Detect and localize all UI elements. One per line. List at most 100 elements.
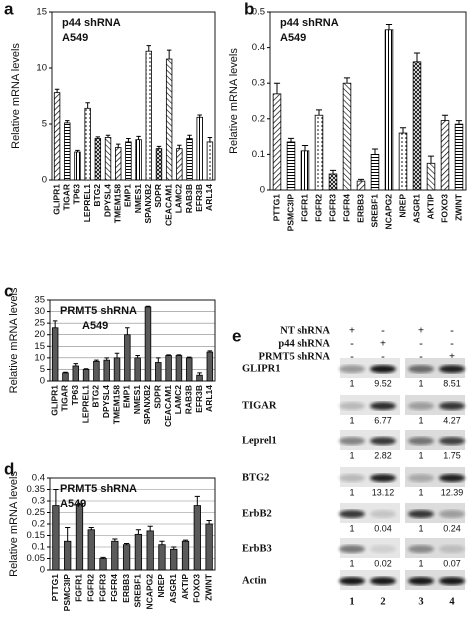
error-bar — [399, 127, 407, 134]
error-bar — [136, 135, 141, 140]
error-bar — [115, 143, 121, 148]
x-tick-label: EMP1 — [122, 385, 132, 408]
plot-frame — [269, 11, 467, 191]
blot-strip — [405, 570, 465, 590]
bar — [193, 505, 201, 571]
quant-value: 6.77 — [374, 415, 392, 425]
y-tick-label: 0 — [40, 565, 45, 576]
x-tick-label: CEACAM1 — [163, 184, 173, 226]
bar — [300, 150, 310, 191]
x-tick-label: AKTIP — [425, 194, 435, 220]
blot-band — [408, 474, 434, 482]
x-tick-label: DPYSL4 — [102, 184, 112, 217]
x-tick-label: FGFR4 — [109, 574, 119, 602]
blot-band — [339, 545, 365, 553]
bar — [384, 29, 394, 191]
y-axis-label: Relative mRNA levels — [10, 43, 22, 149]
bar — [158, 544, 166, 571]
bar — [186, 138, 193, 181]
y-tick-label: 0.1 — [32, 542, 45, 553]
lane-number: 4 — [449, 596, 455, 607]
annotation: A549 — [60, 498, 86, 510]
bar — [185, 357, 193, 382]
error-bar — [54, 88, 60, 93]
blot-band — [370, 437, 396, 445]
bar — [94, 138, 102, 181]
bar — [134, 533, 143, 571]
annotation: A549 — [82, 320, 108, 332]
y-tick-label: 0.2 — [252, 113, 265, 124]
error-bar — [156, 357, 161, 363]
y-tick-label: 0.35 — [27, 484, 46, 495]
error-bar — [197, 372, 202, 376]
y-tick-label: 10 — [34, 352, 45, 363]
x-tick-label: ZWINT — [453, 193, 463, 221]
error-bar — [76, 502, 83, 505]
error-bar — [114, 352, 120, 358]
bar — [135, 139, 142, 181]
bar — [104, 137, 112, 181]
quant-value: 0.07 — [443, 558, 461, 568]
error-bar — [52, 320, 58, 328]
panel-label: a — [4, 0, 14, 18]
blot-strip — [340, 358, 400, 378]
quant-value: 0.02 — [374, 558, 392, 568]
x-tick-label: EMP1 — [123, 184, 133, 207]
condition-sign: + — [418, 325, 424, 336]
condition-sign: - — [419, 338, 423, 349]
x-tick-label: TP63 — [70, 385, 80, 406]
quant-value: 1 — [349, 378, 354, 388]
y-tick-label: 0.3 — [252, 78, 265, 89]
x-tick-label: NMES1 — [133, 184, 143, 214]
bar — [103, 359, 110, 382]
blot-band — [339, 510, 365, 518]
x-tick-label: LAMC2 — [173, 385, 183, 415]
condition-sign: + — [449, 351, 455, 362]
x-tick-label: ZWINT — [203, 573, 213, 601]
annotation: p44 shRNA — [62, 17, 121, 29]
bar — [426, 162, 436, 191]
error-bar — [146, 45, 152, 52]
bar — [155, 148, 163, 181]
error-bar — [177, 144, 182, 149]
condition-sign: + — [349, 325, 355, 336]
quant-value: 12.39 — [441, 487, 464, 497]
error-bar — [186, 356, 192, 358]
x-tick-label: ASGR1 — [168, 574, 178, 604]
blot-band — [439, 474, 465, 482]
x-tick-label: FGFR2 — [86, 574, 96, 602]
x-tick-label: LEPREL1 — [80, 385, 90, 424]
blot-strip — [405, 467, 465, 487]
x-tick-label: FGFR3 — [97, 574, 107, 602]
bar — [53, 92, 61, 181]
bar — [196, 374, 203, 382]
blot-strip — [340, 467, 400, 487]
error-bar — [301, 145, 309, 151]
y-tick-label: 0.4 — [32, 473, 45, 484]
quant-value: 1.75 — [443, 450, 461, 460]
quant-value: 1 — [418, 450, 423, 460]
row-label: ErbB2 — [242, 508, 272, 519]
error-bar — [75, 149, 80, 152]
y-tick-label: 30 — [34, 306, 45, 317]
error-bar — [65, 526, 71, 542]
quant-value: 1 — [418, 378, 423, 388]
error-bar — [287, 137, 295, 142]
blot-band — [408, 577, 434, 585]
error-bar — [145, 305, 151, 307]
error-bar — [53, 489, 59, 506]
error-bar — [73, 363, 79, 366]
bar — [64, 122, 71, 181]
x-tick-label: FGFR4 — [341, 194, 351, 222]
error-bar — [343, 77, 351, 84]
blot-band — [408, 510, 434, 518]
blot-strip — [340, 395, 400, 415]
blot-strip — [405, 503, 465, 523]
blot-band — [339, 365, 365, 373]
x-tick-label: GLIPR1 — [51, 184, 61, 215]
quant-value: 0.24 — [443, 523, 461, 533]
error-bar — [135, 355, 140, 358]
condition-sign: - — [450, 325, 454, 336]
lane-number: 1 — [349, 596, 354, 607]
error-bar — [427, 155, 435, 164]
